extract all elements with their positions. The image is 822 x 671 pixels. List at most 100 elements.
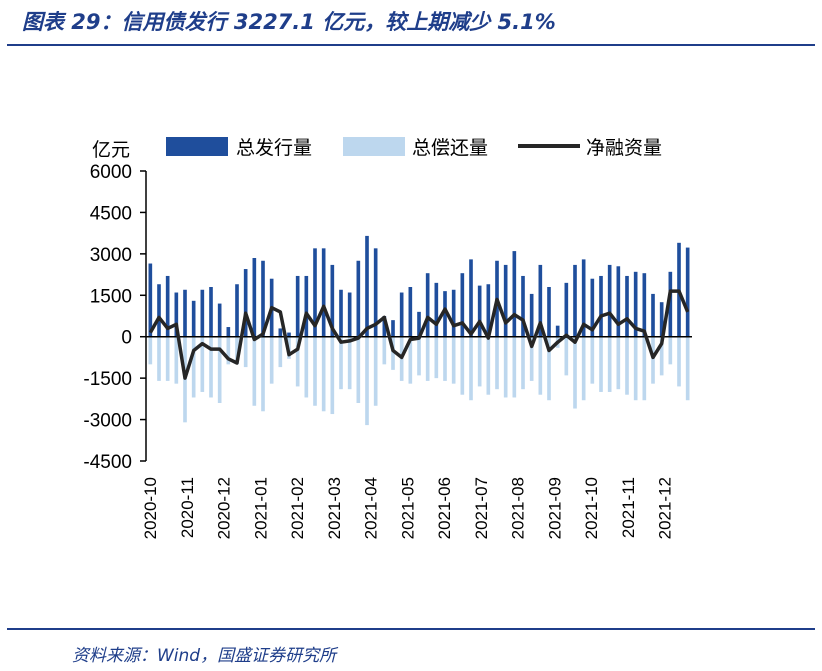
- issuance-bar: [555, 325, 560, 337]
- repayment-bar: [668, 336, 673, 365]
- repayment-bar: [148, 336, 153, 365]
- issuance-bar: [313, 248, 317, 337]
- repayment-bar: [538, 336, 543, 395]
- y-unit-label: 亿元: [92, 139, 130, 161]
- issuance-bar: [651, 293, 655, 337]
- legend-swatch-repayment: [343, 137, 405, 156]
- repayment-bar: [235, 336, 239, 365]
- net-financing-line: [148, 289, 690, 380]
- x-tick-label: 2021-06: [435, 477, 454, 539]
- repayment-bar: [252, 336, 257, 406]
- repayment-bar: [304, 336, 309, 398]
- repayment-bar: [633, 336, 638, 401]
- repayment-bar: [477, 336, 482, 387]
- issuance-bar: [295, 275, 300, 337]
- issuance-bar: [538, 264, 543, 337]
- repayment-bar: [599, 336, 603, 392]
- legend-label-net-financing: 净融资量: [586, 137, 662, 159]
- issuance-bar: [625, 275, 629, 337]
- issuance-bar: [321, 248, 326, 337]
- repayment-bar: [521, 336, 525, 390]
- issuance-bar: [304, 275, 309, 337]
- issuance-bar: [659, 302, 664, 337]
- repayment-bar: [616, 336, 621, 390]
- x-tick-label: 2021-11: [619, 477, 638, 538]
- repayment-bar: [339, 336, 343, 390]
- issuance-bar: [287, 332, 291, 337]
- y-tick-label: -3000: [83, 411, 132, 432]
- x-tick-label: 2021-05: [398, 477, 417, 539]
- issuance-bar: [183, 289, 187, 337]
- repayment-bar: [677, 336, 681, 387]
- y-tick-label: -1500: [83, 369, 132, 390]
- issuance-bar: [486, 284, 491, 337]
- issuance-bar: [226, 327, 231, 337]
- repayment-bar: [460, 336, 465, 395]
- repayment-bar: [330, 336, 335, 415]
- repayment-bar: [356, 336, 361, 403]
- repayment-bar: [365, 336, 369, 426]
- repayment-bar: [607, 336, 612, 392]
- issuance-bar: [235, 284, 239, 337]
- y-tick-label: 4500: [90, 203, 132, 224]
- issuance-bar: [633, 271, 638, 337]
- repayment-bar: [486, 336, 491, 395]
- x-tick-label: 2021-02: [288, 477, 307, 539]
- repayment-bar: [469, 336, 473, 401]
- issuance-bar: [469, 259, 473, 337]
- issuance-bar: [339, 289, 343, 337]
- issuance-bar: [434, 282, 439, 337]
- issuance-bar: [599, 275, 603, 337]
- footer-rule: [7, 628, 815, 630]
- issuance-bar: [200, 289, 205, 337]
- issuance-bar: [581, 259, 586, 337]
- issuance-bar: [243, 269, 248, 337]
- x-tick-label: 2021-03: [325, 477, 344, 539]
- issuance-bar: [165, 275, 170, 337]
- issuance-bar: [443, 291, 447, 337]
- issuance-bar: [477, 285, 482, 337]
- issuance-bar: [607, 264, 612, 337]
- repayment-bar: [564, 336, 569, 376]
- repayment-bar: [269, 336, 274, 384]
- repayment-bar: [313, 336, 317, 406]
- repayment-bar: [512, 336, 517, 398]
- issuance-bar: [261, 260, 265, 337]
- repayment-bar: [217, 336, 222, 403]
- repayment-bar: [391, 336, 395, 370]
- issuance-bar: [382, 316, 387, 337]
- issuance-bar: [330, 264, 335, 337]
- repayment-bar: [417, 336, 421, 376]
- y-tick-label: 1500: [90, 286, 132, 307]
- repayment-bar: [685, 336, 690, 401]
- repayment-bar: [382, 336, 387, 365]
- issuance-bar: [668, 271, 673, 337]
- repayment-bar: [261, 336, 265, 412]
- repayment-bar: [573, 336, 577, 409]
- title-rule: [7, 44, 815, 46]
- issuance-bar: [278, 328, 283, 337]
- issuance-bar: [573, 264, 577, 337]
- issuance-bar: [209, 287, 213, 337]
- y-tick-label: -4500: [83, 452, 132, 473]
- repayment-bar: [200, 336, 205, 392]
- issuance-bar: [373, 248, 378, 337]
- issuance-bar: [451, 289, 456, 337]
- x-tick-label: 2021-08: [509, 477, 528, 539]
- x-tick-label: 2020-11: [178, 477, 197, 538]
- legend-label-repayment: 总偿还量: [412, 137, 488, 159]
- issuance-bar: [174, 292, 179, 337]
- repayment-bar: [295, 336, 300, 387]
- issuance-bar: [148, 263, 153, 337]
- issuance-bar: [425, 273, 430, 337]
- repayment-bar: [347, 336, 352, 390]
- legend: 总发行量 总偿还量 净融资量: [166, 137, 662, 159]
- y-tick-label: 3000: [90, 245, 132, 266]
- repayment-bar: [425, 336, 430, 381]
- repayment-bar: [157, 336, 161, 381]
- repayment-bar: [581, 336, 586, 401]
- issuance-bar: [365, 235, 369, 337]
- repayment-bar: [651, 336, 655, 384]
- repayment-bar: [226, 336, 231, 365]
- issuance-bar: [642, 273, 647, 337]
